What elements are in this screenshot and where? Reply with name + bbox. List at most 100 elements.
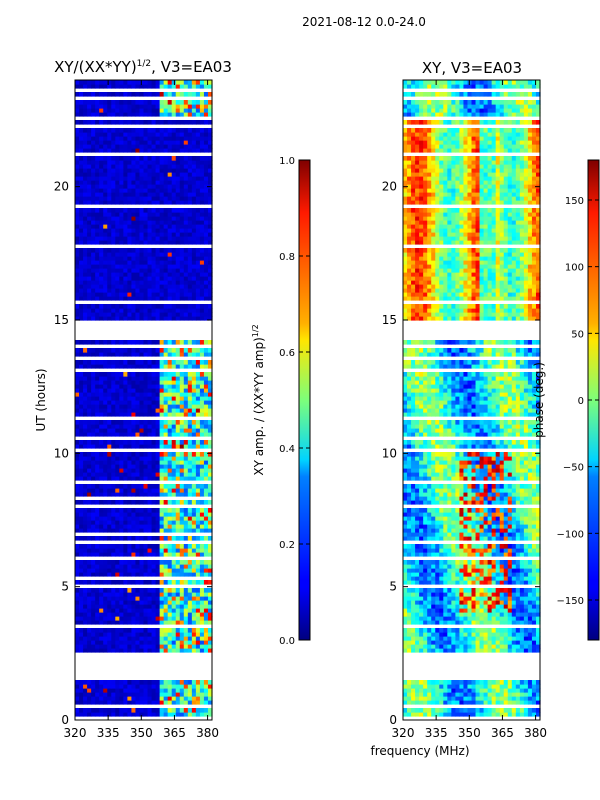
amp-cell — [99, 224, 104, 229]
amp-cell — [167, 376, 173, 381]
amp-cell — [187, 440, 193, 445]
amp-cell — [139, 404, 145, 409]
amp-cell — [167, 708, 173, 713]
amp-cell — [107, 452, 112, 457]
amp-cell — [203, 412, 209, 417]
amp-cell — [207, 148, 213, 153]
amp-cell — [207, 580, 213, 585]
amp-cell — [159, 200, 165, 205]
amp-cell — [131, 92, 137, 97]
phase-cell — [519, 684, 525, 689]
amp-cell — [99, 372, 104, 377]
amp-cell — [139, 176, 145, 181]
amp-cell — [183, 572, 189, 577]
phase-cell — [495, 596, 501, 601]
amp-cell — [163, 240, 169, 245]
amp-cell — [179, 268, 185, 273]
amp-cell — [167, 428, 173, 433]
amp-cell — [195, 92, 201, 97]
amp-cell — [167, 340, 173, 345]
amp-cell — [95, 252, 100, 257]
amp-cell — [83, 252, 88, 257]
amp-cell — [207, 312, 213, 317]
y-tick-label: 5 — [61, 580, 69, 594]
phase-cell — [491, 700, 497, 705]
amp-cell — [199, 348, 205, 353]
amp-cell — [179, 500, 185, 505]
amp-cell — [135, 172, 141, 177]
phase-cell — [415, 600, 420, 605]
amp-cell — [75, 364, 80, 369]
amp-cell — [179, 492, 185, 497]
amp-cell — [155, 224, 161, 229]
amp-cell — [147, 208, 153, 213]
amp-cell — [75, 264, 80, 269]
amp-cell — [207, 632, 213, 637]
amp-cell — [127, 264, 133, 269]
amp-cell — [119, 680, 124, 685]
amp-cell — [83, 428, 88, 433]
amp-cell — [171, 608, 177, 613]
amp-cell — [83, 544, 88, 549]
amp-cell — [163, 100, 169, 105]
amp-cell — [131, 684, 137, 689]
phase-cell — [459, 684, 465, 689]
amp-cell — [123, 264, 128, 269]
amp-cell — [183, 544, 189, 549]
amp-cell — [187, 164, 193, 169]
amp-cell — [147, 460, 153, 465]
amp-cell — [79, 268, 84, 273]
amp-cell — [75, 388, 80, 393]
amp-cell — [123, 568, 128, 573]
amp-cell — [143, 288, 149, 293]
phase-cell — [535, 692, 541, 697]
amp-cell — [115, 388, 120, 393]
amp-cell — [143, 524, 149, 529]
amp-cell — [103, 612, 108, 617]
phase-cell — [439, 596, 444, 601]
phase-cell — [467, 680, 473, 685]
amp-cell — [95, 608, 100, 613]
amp-cell — [151, 180, 157, 185]
amp-cell — [75, 212, 80, 217]
amp-cell — [111, 164, 116, 169]
amp-cell — [163, 468, 169, 473]
amp-cell — [151, 136, 157, 141]
amp-cell — [147, 196, 153, 201]
phase-cell — [459, 616, 465, 621]
amp-cell — [167, 268, 173, 273]
amp-cell — [187, 548, 193, 553]
phase-cell — [503, 640, 509, 645]
phase-cell — [519, 612, 525, 617]
amp-cell — [111, 276, 116, 281]
phase-cell — [519, 688, 525, 693]
phase-cell — [523, 596, 529, 601]
amp-cell — [139, 380, 145, 385]
amp-cell — [87, 252, 92, 257]
amp-cell — [163, 260, 169, 265]
amp-cell — [139, 372, 145, 377]
amp-cell — [139, 456, 145, 461]
amp-cell — [151, 484, 157, 489]
amp-cell — [147, 636, 153, 641]
amp-cell — [115, 688, 120, 693]
phase-cell — [475, 640, 481, 645]
phase-cell — [531, 712, 537, 717]
amp-cell — [115, 460, 120, 465]
amp-cell — [103, 544, 108, 549]
amp-cell — [139, 688, 145, 693]
amp-cell — [179, 128, 185, 133]
amp-cell — [95, 212, 100, 217]
phase-cell — [523, 684, 529, 689]
amp-cell — [91, 512, 96, 517]
amp-cell — [75, 156, 80, 161]
amp-cell — [107, 128, 112, 133]
phase-cell — [415, 616, 420, 621]
phase-cell — [491, 628, 497, 633]
amp-cell — [187, 592, 193, 597]
amp-cell — [83, 548, 88, 553]
amp-cell — [159, 188, 165, 193]
phase-cell — [503, 608, 509, 613]
amp-cell — [171, 400, 177, 405]
amp-cell — [99, 520, 104, 525]
